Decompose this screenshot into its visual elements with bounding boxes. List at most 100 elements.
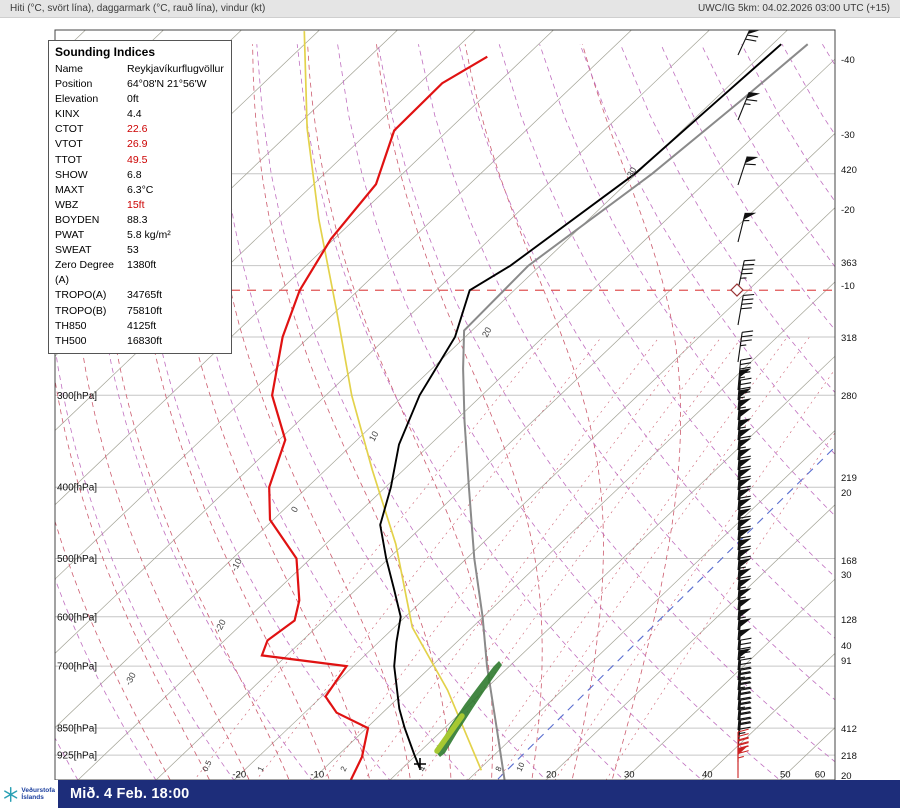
top-info-bar: Hiti (°C, svört lína), daggarmark (°C, r… [0, 0, 900, 18]
temperature-axis-label: 20 [546, 770, 557, 781]
mixing-ratio-line [605, 432, 835, 780]
moist-adiabat-line [582, 44, 681, 780]
adiabat-label: 30 [625, 165, 639, 179]
wind-barb [737, 680, 742, 711]
isotherm-line [55, 30, 554, 506]
indices-row-zero-degree-a-: Zero Degree (A) 1380ft [55, 259, 157, 287]
wind-barb-column [737, 30, 761, 778]
wind-barb [737, 660, 742, 691]
isotherm-line [545, 504, 835, 780]
right-axis-label: 218 [841, 751, 857, 762]
mixing-ratio-label: 4 [418, 765, 428, 773]
right-axis-label: -40 [841, 55, 855, 66]
valid-time-label: Mið. 4 Feb. 18:00 [70, 786, 190, 802]
wind-barb [737, 30, 751, 56]
adiabat-label: 0 [289, 505, 300, 514]
isotherm-line [389, 355, 835, 780]
temperature-axis-label: 50 [780, 770, 791, 781]
pressure-axis-label: 500[hPa] [57, 554, 97, 565]
right-axis-label: 128 [841, 615, 857, 626]
dry-adiabat-line [55, 577, 157, 780]
wind-barb [737, 630, 742, 661]
dry-adiabat-line [89, 44, 313, 780]
temperature-curve [379, 43, 782, 769]
wind-barb [737, 700, 742, 731]
wind-barb [737, 640, 742, 671]
bottom-bar: Veðurstofa Íslands Mið. 4 Feb. 18:00 [0, 780, 900, 808]
dry-adiabat-line [0, 44, 8, 796]
vedurstofa-logo: Veðurstofa Íslands [0, 780, 58, 808]
dry-adiabat-line [175, 44, 469, 780]
chart-legend-text: Hiti (°C, svört lína), daggarmark (°C, r… [10, 3, 266, 14]
dry-adiabat-line [296, 44, 703, 780]
adiabat-label: 10 [367, 429, 381, 443]
pressure-axis-label: 600[hPa] [57, 612, 97, 623]
wind-barb [737, 600, 742, 631]
mixing-ratio-line [418, 336, 743, 780]
logo-text: Veðurstofa Íslands [21, 787, 55, 801]
overlays [55, 31, 835, 780]
isotherm-line [55, 30, 398, 357]
pressure-axis-label: 700[hPa] [57, 662, 97, 673]
wind-barb [737, 690, 742, 721]
right-axis-label: 30 [841, 570, 852, 581]
indices-row-ctot: CTOT 22.6 [55, 123, 148, 136]
wind-barb [737, 530, 742, 561]
mixing-ratio-line [193, 336, 548, 780]
right-axis-label: 412 [841, 724, 857, 735]
isotherm-line [623, 578, 835, 780]
wind-barb [737, 380, 742, 411]
pressure-axis-label: 400[hPa] [57, 483, 97, 494]
wind-barb [737, 580, 742, 611]
indices-row-boyden: BOYDEN 88.3 [55, 213, 148, 226]
right-axis-label: -20 [841, 205, 855, 216]
right-axis-label: -10 [841, 281, 855, 292]
temperature-axis-label: -10 [310, 770, 324, 781]
wind-barb [737, 670, 742, 701]
gray-reference-curve [462, 43, 809, 780]
wind-barb [737, 212, 746, 243]
dewpoint-curve [260, 55, 488, 780]
temperature-axis-label: -20 [232, 770, 246, 781]
indices-row-show: SHOW 6.8 [55, 168, 142, 181]
isotherm-line [701, 652, 835, 780]
cape-core-segment [434, 713, 465, 754]
dry-adiabat-line [337, 44, 781, 780]
mixing-ratio-label: 10 [515, 760, 527, 772]
blue-dashed-line [497, 446, 835, 780]
right-axis-label: 363 [841, 258, 857, 269]
dry-adiabat-line [377, 44, 835, 763]
indices-row-name: Name Reykjavíkurflugvöllur [55, 63, 224, 75]
sounding-indices-panel: Sounding Indices Name Reykjavíkurflugvöll… [48, 40, 232, 354]
mixing-ratio-line [255, 336, 602, 780]
indices-row-position: Position 64°08'N 21°56'W [55, 78, 207, 91]
dry-adiabat-line [458, 44, 835, 639]
wind-barb [737, 91, 750, 121]
indices-row-elevation: Elevation 0ft [55, 93, 139, 106]
right-axis-label: 20 [841, 488, 852, 499]
indices-row-vtot: VTOT 26.9 [55, 138, 148, 151]
moist-adiabat-line [69, 44, 250, 780]
wind-barb [737, 590, 742, 621]
dry-adiabat-line [539, 44, 835, 517]
mixing-ratio-line [322, 336, 660, 780]
indices-row-maxt: MAXT 6.3°C [55, 183, 154, 196]
snowflake-icon [4, 786, 18, 802]
right-axis-label: -30 [841, 130, 855, 141]
right-axis-label: 20 [841, 771, 852, 782]
wind-barb [737, 570, 742, 601]
logo-line1: Veðurstofa [21, 787, 55, 794]
moist-adiabat-line [99, 44, 290, 780]
wind-barb [737, 360, 742, 391]
isotherm-line [55, 30, 476, 431]
adiabat-label: 20 [480, 325, 494, 339]
indices-row-wbz: WBZ 15ft [55, 198, 145, 211]
dry-adiabat-line [418, 44, 835, 701]
tropopause-marker [730, 283, 744, 297]
mixing-ratio-label: 0.5 [201, 758, 214, 772]
mixing-ratio-label: 2 [339, 765, 349, 773]
model-run-text: UWC/IG 5km: 04.02.2026 03:00 UTC (+15) [697, 3, 890, 14]
right-axis-label: 168 [841, 556, 857, 567]
wind-barb [737, 620, 742, 651]
indices-panel-title: Sounding Indices [55, 45, 156, 59]
